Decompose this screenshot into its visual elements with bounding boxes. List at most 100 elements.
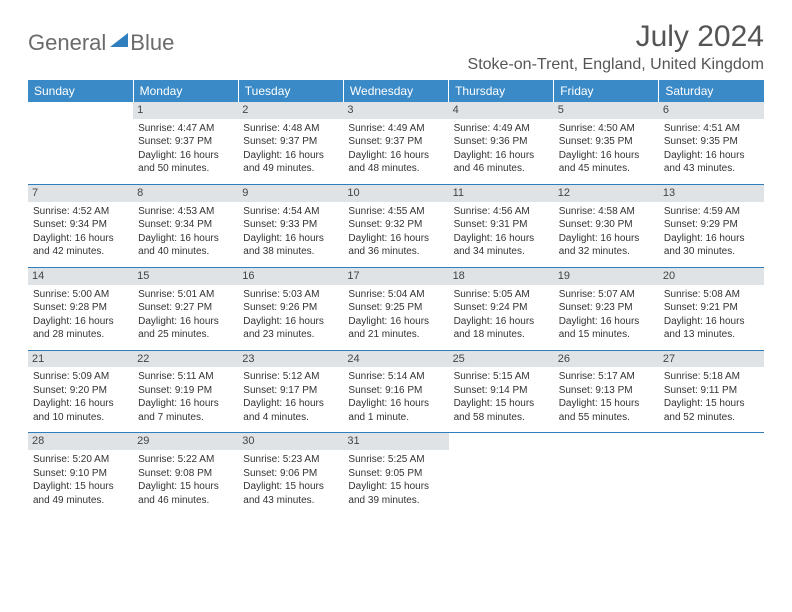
day-detail-line: Sunrise: 5:04 AM: [348, 288, 443, 302]
calendar-day-cell: 30Sunrise: 5:23 AMSunset: 9:06 PMDayligh…: [238, 433, 343, 515]
day-detail-line: Sunset: 9:30 PM: [559, 218, 654, 232]
calendar-day-cell: 19 Sunrise: 5:07 AMSunset: 9:23 PMDayligh…: [554, 267, 659, 350]
day-detail-line: Sunset: 9:28 PM: [33, 301, 128, 315]
day-number: 31: [343, 433, 448, 450]
day-detail-line: Sunrise: 5:17 AM: [559, 370, 654, 384]
calendar-day-cell: 15Sunrise: 5:01 AMSunset: 9:27 PMDayligh…: [133, 267, 238, 350]
day-detail-line: Daylight: 15 hours: [664, 397, 759, 411]
calendar-day-cell: 14Sunrise: 5:00 AMSunset: 9:28 PMDayligh…: [28, 267, 133, 350]
day-number: 10: [343, 185, 448, 202]
day-detail-line: Daylight: 16 hours: [243, 397, 338, 411]
calendar-day-cell: 2Sunrise: 4:48 AMSunset: 9:37 PMDaylight…: [238, 102, 343, 184]
day-detail-line: Sunrise: 4:54 AM: [243, 205, 338, 219]
day-detail-line: and 13 minutes.: [664, 328, 759, 342]
calendar-day-cell: 20Sunrise: 5:08 AMSunset: 9:21 PMDayligh…: [659, 267, 764, 350]
day-detail-line: Daylight: 16 hours: [454, 232, 549, 246]
day-detail-line: and 52 minutes.: [664, 411, 759, 425]
day-detail-line: Daylight: 15 hours: [138, 480, 233, 494]
day-detail-line: Sunset: 9:32 PM: [348, 218, 443, 232]
day-detail-line: Sunrise: 5:15 AM: [454, 370, 549, 384]
day-detail-line: Daylight: 16 hours: [348, 232, 443, 246]
day-detail-line: Sunrise: 4:58 AM: [559, 205, 654, 219]
day-detail-line: Daylight: 16 hours: [454, 315, 549, 329]
calendar-day-cell: [554, 433, 659, 515]
day-detail-line: and 46 minutes.: [454, 162, 549, 176]
calendar-day-cell: 31 Sunrise: 5:25 AMSunset: 9:05 PMDayligh…: [343, 433, 448, 515]
day-detail-line: Sunrise: 5:05 AM: [454, 288, 549, 302]
calendar-day-cell: 10 Sunrise: 4:55 AMSunset: 9:32 PMDayligh…: [343, 184, 448, 267]
day-detail-line: Sunset: 9:08 PM: [138, 467, 233, 481]
day-detail-line: and 28 minutes.: [33, 328, 128, 342]
day-detail-line: Sunset: 9:06 PM: [243, 467, 338, 481]
day-detail-line: Sunset: 9:11 PM: [664, 384, 759, 398]
day-detail-line: and 49 minutes.: [33, 494, 128, 508]
logo: General Blue: [28, 30, 174, 56]
day-detail-line: Sunset: 9:25 PM: [348, 301, 443, 315]
day-detail-line: Sunset: 9:23 PM: [559, 301, 654, 315]
day-number: 16: [238, 268, 343, 285]
day-detail-line: Daylight: 15 hours: [33, 480, 128, 494]
calendar-day-cell: 7Sunrise: 4:52 AMSunset: 9:34 PMDaylight…: [28, 184, 133, 267]
day-detail-line: Sunset: 9:34 PM: [138, 218, 233, 232]
calendar-day-cell: [28, 102, 133, 184]
calendar-day-cell: 13Sunrise: 4:59 AMSunset: 9:29 PMDayligh…: [659, 184, 764, 267]
calendar-day-cell: 25Sunrise: 5:15 AMSunset: 9:14 PMDayligh…: [449, 350, 554, 433]
day-number: 3: [343, 102, 448, 119]
day-detail-line: and 18 minutes.: [454, 328, 549, 342]
day-number: 12: [554, 185, 659, 202]
day-number: 1: [133, 102, 238, 119]
day-detail-line: and 42 minutes.: [33, 245, 128, 259]
day-detail-line: Daylight: 15 hours: [559, 397, 654, 411]
calendar-day-cell: 9Sunrise: 4:54 AMSunset: 9:33 PMDaylight…: [238, 184, 343, 267]
logo-text-blue: Blue: [130, 30, 174, 56]
day-detail-line: Sunset: 9:33 PM: [243, 218, 338, 232]
day-detail-line: Daylight: 16 hours: [664, 149, 759, 163]
calendar-day-cell: 6Sunrise: 4:51 AMSunset: 9:35 PMDaylight…: [659, 102, 764, 184]
day-detail-line: Sunrise: 4:47 AM: [138, 122, 233, 136]
calendar-day-cell: 5Sunrise: 4:50 AMSunset: 9:35 PMDaylight…: [554, 102, 659, 184]
day-detail-line: Sunset: 9:16 PM: [348, 384, 443, 398]
day-detail-line: Sunset: 9:36 PM: [454, 135, 549, 149]
day-number: 19: [554, 268, 659, 285]
day-header: Friday: [554, 80, 659, 102]
day-detail-line: Sunset: 9:35 PM: [664, 135, 759, 149]
day-number: 11: [449, 185, 554, 202]
day-detail-line: Sunset: 9:26 PM: [243, 301, 338, 315]
day-detail-line: Daylight: 16 hours: [33, 315, 128, 329]
day-detail-line: Sunrise: 5:25 AM: [348, 453, 443, 467]
day-detail-line: Sunset: 9:17 PM: [243, 384, 338, 398]
day-number: 6: [659, 102, 764, 119]
day-detail-line: and 32 minutes.: [559, 245, 654, 259]
day-header: Sunday: [28, 80, 133, 102]
day-detail-line: and 40 minutes.: [138, 245, 233, 259]
day-detail-line: Sunrise: 4:59 AM: [664, 205, 759, 219]
calendar-day-cell: 27Sunrise: 5:18 AMSunset: 9:11 PMDayligh…: [659, 350, 764, 433]
logo-triangle-icon: [110, 33, 128, 47]
day-detail-line: Sunrise: 4:48 AM: [243, 122, 338, 136]
day-detail-line: Daylight: 16 hours: [243, 315, 338, 329]
day-detail-line: Sunset: 9:20 PM: [33, 384, 128, 398]
day-detail-line: and 30 minutes.: [664, 245, 759, 259]
day-detail-line: Daylight: 15 hours: [348, 480, 443, 494]
day-detail-line: Sunrise: 5:08 AM: [664, 288, 759, 302]
day-detail-line: and 1 minute.: [348, 411, 443, 425]
calendar-day-cell: 29Sunrise: 5:22 AMSunset: 9:08 PMDayligh…: [133, 433, 238, 515]
day-detail-line: Sunset: 9:05 PM: [348, 467, 443, 481]
day-detail-line: Sunset: 9:37 PM: [138, 135, 233, 149]
day-detail-line: Sunrise: 4:55 AM: [348, 205, 443, 219]
day-detail-line: Sunset: 9:21 PM: [664, 301, 759, 315]
calendar-week-row: 1 Sunrise: 4:47 AMSunset: 9:37 PM Daylight…: [28, 102, 764, 184]
day-number: 23: [238, 351, 343, 368]
day-detail-line: and 48 minutes.: [348, 162, 443, 176]
day-detail-line: Daylight: 15 hours: [454, 397, 549, 411]
day-detail-line: Sunrise: 5:07 AM: [559, 288, 654, 302]
day-detail-line: Daylight: 16 hours: [559, 315, 654, 329]
day-detail-line: Daylight: 16 hours: [348, 397, 443, 411]
day-number: 8: [133, 185, 238, 202]
day-detail-line: Daylight: 16 hours: [138, 315, 233, 329]
day-number: 7: [28, 185, 133, 202]
day-detail-line: Sunrise: 5:23 AM: [243, 453, 338, 467]
day-detail-line: and 21 minutes.: [348, 328, 443, 342]
day-number: 28: [28, 433, 133, 450]
day-detail-line: Sunrise: 5:11 AM: [138, 370, 233, 384]
